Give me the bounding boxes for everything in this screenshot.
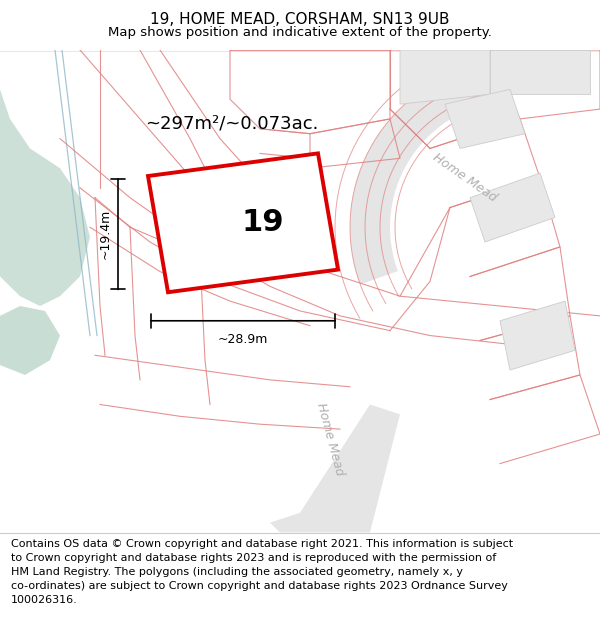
- Polygon shape: [350, 62, 497, 284]
- Polygon shape: [470, 173, 555, 242]
- Polygon shape: [400, 50, 490, 104]
- Text: Home Mead: Home Mead: [431, 151, 499, 205]
- Polygon shape: [270, 404, 400, 532]
- Text: ~19.4m: ~19.4m: [99, 209, 112, 259]
- Polygon shape: [445, 89, 525, 149]
- Polygon shape: [500, 301, 575, 370]
- Text: ~28.9m: ~28.9m: [218, 332, 268, 346]
- Text: 19: 19: [242, 208, 284, 238]
- Polygon shape: [490, 50, 590, 94]
- Text: Contains OS data © Crown copyright and database right 2021. This information is : Contains OS data © Crown copyright and d…: [11, 539, 513, 605]
- Polygon shape: [148, 153, 338, 292]
- Text: 19, HOME MEAD, CORSHAM, SN13 9UB: 19, HOME MEAD, CORSHAM, SN13 9UB: [150, 12, 450, 28]
- Polygon shape: [0, 306, 60, 375]
- Text: Map shows position and indicative extent of the property.: Map shows position and indicative extent…: [108, 26, 492, 39]
- Polygon shape: [0, 50, 90, 306]
- Text: ~297m²/~0.073ac.: ~297m²/~0.073ac.: [145, 115, 319, 133]
- Text: Home Mead: Home Mead: [314, 401, 346, 477]
